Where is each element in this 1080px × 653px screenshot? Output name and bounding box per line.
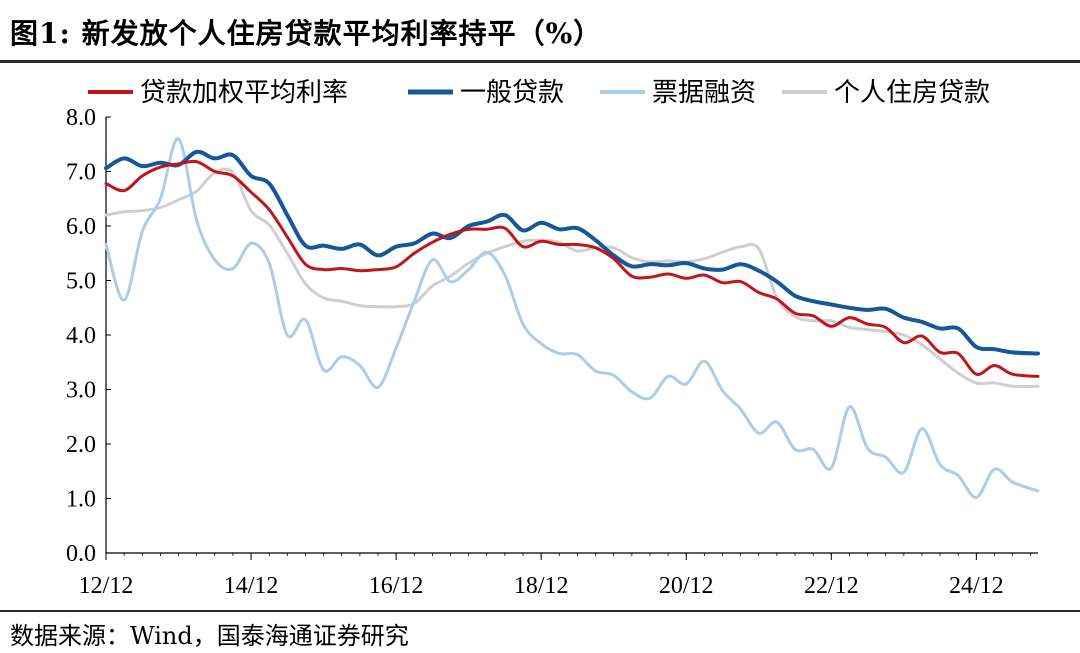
chart-legend: 贷款加权平均利率 一般贷款 票据融资 个人住房贷款 — [88, 78, 990, 108]
chart-series — [104, 137, 1040, 499]
y-tick-label: 1.0 — [66, 487, 96, 513]
legend-general-loans-label: 一般贷款 — [460, 78, 564, 108]
x-tick-label: 14/12 — [224, 573, 279, 599]
legend-weighted-avg-label: 贷款加权平均利率 — [140, 78, 348, 108]
y-tick-label: 6.0 — [66, 214, 96, 240]
footer-divider — [0, 610, 1080, 612]
data-source-note: 数据来源：Wind，国泰海通证券研究 — [10, 622, 409, 650]
chart-axes: 0.0 1.0 2.0 3.0 4.0 5.0 6.0 7.0 8.0 12/12 14/12 16/… — [66, 105, 1038, 599]
x-tick-label: 16/12 — [369, 573, 424, 599]
y-tick-label: 2.0 — [66, 432, 96, 458]
y-tick-label: 5.0 — [66, 269, 96, 295]
y-tick-label: 7.0 — [66, 160, 96, 186]
legend-bill-financing-label: 票据融资 — [652, 78, 756, 108]
y-tick-label: 3.0 — [66, 378, 96, 404]
x-tick-label: 12/12 — [79, 573, 134, 599]
series-line-bill-financing — [104, 137, 1040, 499]
x-tick-label: 22/12 — [804, 573, 859, 599]
series-line-mortgage — [104, 167, 1040, 388]
x-tick-label: 18/12 — [514, 573, 569, 599]
y-tick-label: 4.0 — [66, 323, 96, 349]
x-tick-label: 24/12 — [949, 573, 1004, 599]
y-tick-label: 8.0 — [66, 105, 96, 131]
y-tick-label: 0.0 — [66, 541, 96, 567]
x-tick-label: 20/12 — [659, 573, 714, 599]
series-line-weighted-avg — [104, 159, 1040, 378]
legend-mortgage-label: 个人住房贷款 — [834, 78, 990, 108]
title-divider — [0, 60, 1080, 63]
page-title: 图1: 新发放个人住房贷款平均利率持平（%） — [10, 17, 603, 50]
series-line-general-loans — [104, 149, 1040, 356]
